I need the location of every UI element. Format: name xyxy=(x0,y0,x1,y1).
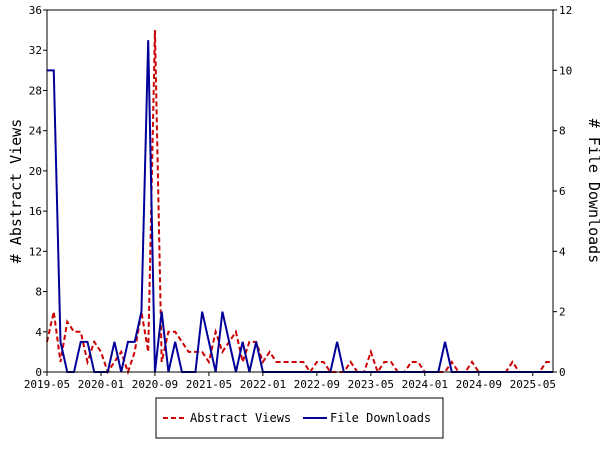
plot-area xyxy=(46,30,553,376)
x-tick-label: 2020-09 xyxy=(132,378,178,391)
left-tick-label: 12 xyxy=(29,245,42,258)
left-tick-label: 36 xyxy=(29,4,42,17)
left-tick-label: 0 xyxy=(35,366,42,379)
x-tick-label: 2019-05 xyxy=(24,378,70,391)
left-tick-label: 24 xyxy=(29,125,43,138)
x-tick-label: 2022-01 xyxy=(240,378,286,391)
x-tick-label: 2024-09 xyxy=(456,378,502,391)
left-tick-label: 32 xyxy=(29,44,42,57)
left-tick-label: 20 xyxy=(29,165,42,178)
legend: Abstract Views File Downloads xyxy=(155,397,444,439)
right-tick-label: 2 xyxy=(559,306,566,319)
x-tick-label: 2022-09 xyxy=(294,378,340,391)
series-line-file-downloads xyxy=(47,40,553,373)
right-axis-title: # File Downloads xyxy=(585,119,600,264)
series-line-abstract-views xyxy=(46,30,553,376)
plot-frame xyxy=(46,9,554,373)
x-tick-label: 2020-01 xyxy=(78,378,124,391)
left-tick-label: 4 xyxy=(35,326,42,339)
right-tick-label: 0 xyxy=(559,366,566,379)
left-tick-label: 8 xyxy=(35,286,42,299)
right-tick-label: 8 xyxy=(559,125,566,138)
left-axis-title: # Abstract Views xyxy=(7,119,25,264)
x-tick-label: 2021-05 xyxy=(186,378,232,391)
right-tick-label: 6 xyxy=(559,185,566,198)
right-tick-label: 4 xyxy=(559,245,566,258)
right-tick-label: 10 xyxy=(559,64,572,77)
left-tick-label: 28 xyxy=(29,84,42,97)
x-tick-label: 2024-01 xyxy=(402,378,448,391)
right-tick-label: 12 xyxy=(559,4,572,17)
x-tick-label: 2023-05 xyxy=(348,378,394,391)
left-tick-label: 16 xyxy=(29,205,42,218)
legend-box xyxy=(155,397,444,439)
legend-label-abstract-views: Abstract Views xyxy=(190,411,291,425)
x-tick-label: 2025-05 xyxy=(510,378,556,391)
legend-label-file-downloads: File Downloads xyxy=(330,411,431,425)
